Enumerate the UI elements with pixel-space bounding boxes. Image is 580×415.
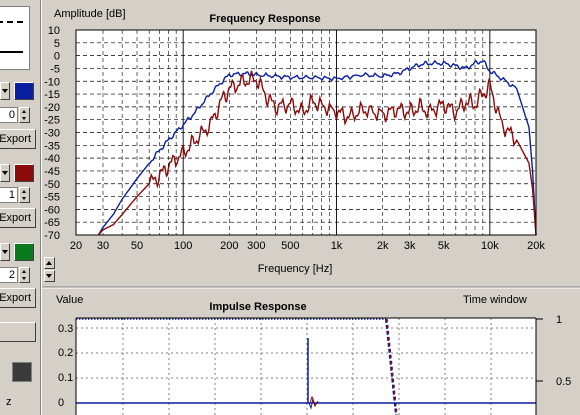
fr-chart-title: Frequency Response (209, 13, 320, 25)
ir-impulse-trace (76, 338, 536, 410)
ir-y-tick-label: 0 (58, 397, 64, 409)
trace-3-spin-input[interactable]: 2 (0, 267, 18, 283)
fr-y-tick-label: 0 (54, 51, 60, 63)
ir-y-tick-label: 0.3 (58, 323, 73, 335)
fr-y-tick-label: -65 (44, 217, 60, 229)
fr-plot-background (76, 30, 536, 235)
trace-3-spin-arrows-icon[interactable] (19, 267, 30, 283)
fr-y-tick-label: -10 (44, 76, 60, 88)
trace-2-spin-input[interactable]: 1 (0, 187, 18, 203)
fr-x-tick-label: 20 (70, 240, 82, 252)
ir-time-window (76, 318, 398, 415)
trace-1-dropdown-icon[interactable] (0, 82, 10, 100)
frequency-response-chart: 1050-5-10-15-20-25-30-35-40-45-50-55-60-… (44, 8, 545, 275)
fr-y-tick-label: -15 (44, 89, 60, 101)
fr-y-axis-label: Amplitude [dB] (54, 8, 126, 20)
ir-plot-background (76, 318, 536, 415)
ir-chart-title: Impulse Response (209, 301, 306, 313)
dashed-line-sample (0, 21, 23, 23)
fr-x-tick-label: 200 (220, 240, 238, 252)
ir-y2-tick-label: 1 (556, 314, 562, 326)
fr-series-group (97, 59, 537, 236)
scroll-up-icon[interactable] (44, 257, 55, 269)
ir-y-tick-label: 0.2 (58, 347, 73, 359)
ir-y-axis-label: Value (56, 294, 83, 306)
fr-x-tick-label: 50 (131, 240, 143, 252)
solid-line-sample (0, 51, 23, 53)
trace-1-color-swatch[interactable] (14, 82, 34, 100)
ir-y-tick-label: 0.1 (58, 372, 73, 384)
fr-y-tick-label: 10 (48, 25, 60, 37)
fr-y-tick-label: -20 (44, 102, 60, 114)
fr-y-tick-label: -50 (44, 179, 60, 191)
bottom-label: z (6, 396, 12, 408)
fr-grid (76, 30, 536, 235)
ir-ringing-red (309, 395, 319, 408)
fr-y-tick-labels: 1050-5-10-15-20-25-30-35-40-45-50-55-60-… (44, 25, 60, 242)
fr-y-tick-label: -70 (44, 230, 60, 242)
fr-x-tick-label: 5k (438, 240, 450, 252)
fr-y-tick-label: -45 (44, 166, 60, 178)
left-control-panel: 0 Export 1 Export 2 Export z (0, 0, 40, 415)
fr-x-tick-label: 300 (247, 240, 265, 252)
impulse-response-chart: Value Impulse Response Time window 0.3 0… (42, 286, 580, 415)
trace-2-dropdown-icon[interactable] (0, 164, 10, 182)
trace-2-spin-arrows-icon[interactable] (19, 187, 30, 203)
fr-x-tick-label: 100 (174, 240, 192, 252)
fr-x-tick-label: 2k (377, 240, 389, 252)
trace-1-spin-input[interactable]: 0 (0, 107, 18, 123)
fr-y-tick-label: -55 (44, 192, 60, 204)
fr-series-line (97, 70, 537, 236)
panel-button[interactable] (0, 322, 36, 342)
ir-window-taper-red (386, 318, 398, 415)
background-color-swatch[interactable] (12, 362, 32, 382)
trace-3-dropdown-icon[interactable] (0, 243, 10, 261)
fr-x-tick-labels: 20 30 50 100 200 300 500 1k 2k 3k 5k 10k 20k (70, 240, 545, 252)
fr-y-tick-label: -25 (44, 115, 60, 127)
fr-y-tick-label: -60 (44, 204, 60, 216)
trace-3-color-swatch[interactable] (14, 243, 34, 261)
fr-series-line (97, 59, 537, 236)
trace-2-export-button[interactable]: Export (0, 208, 36, 228)
fr-x-tick-label: 3k (404, 240, 416, 252)
fr-x-tick-label: 1k (331, 240, 343, 252)
fr-y-tick-label: -5 (50, 63, 60, 75)
ir-y2-axis-label: Time window (463, 294, 527, 306)
fr-plot-border (75, 29, 537, 236)
fr-x-axis-label: Frequency [Hz] (258, 263, 333, 275)
panel-separator (40, 0, 42, 415)
trace-3-export-button[interactable]: Export (0, 288, 36, 308)
trace-1-export-button[interactable]: Export (0, 129, 36, 149)
fr-y-tick-label: -30 (44, 128, 60, 140)
trace-2-color-swatch[interactable] (14, 164, 34, 182)
fr-y-tick-label: 5 (54, 38, 60, 50)
fr-x-tick-label: 10k (481, 240, 499, 252)
trace-1-spin-arrows-icon[interactable] (19, 107, 30, 123)
ir-y2-tick-label: 0.5 (556, 376, 571, 388)
fr-y-tick-label: -35 (44, 140, 60, 152)
fr-x-tick-label: 30 (97, 240, 109, 252)
line-style-legend (0, 6, 30, 70)
ir-window-taper-blue (385, 318, 397, 415)
fr-x-tick-label: 500 (281, 240, 299, 252)
scroll-down-icon[interactable] (44, 270, 55, 282)
fr-x-tick-label: 20k (527, 240, 545, 252)
fr-y-tick-label: -40 (44, 153, 60, 165)
